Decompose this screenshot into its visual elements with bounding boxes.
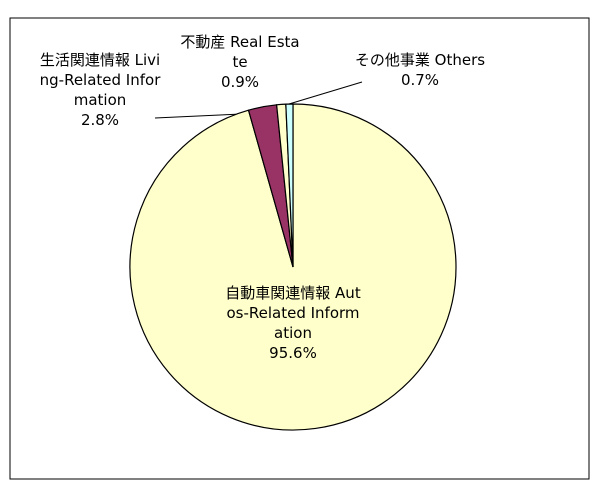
slice-label-box: その他事業 Others 0.7% <box>352 50 488 90</box>
value-label: 0.7% <box>400 71 440 89</box>
category-label: 自動車関連情報 Autos-Related Information <box>225 284 361 342</box>
value-label: 0.9% <box>220 73 260 91</box>
slice-label: その他事業 Others 0.7% <box>352 50 488 90</box>
pie-slice <box>285 103 294 268</box>
slice-label-box: 生活関連情報 Living-Related Information 2.8% <box>38 50 162 130</box>
value-label: 95.6% <box>269 344 317 362</box>
slice-label-box: 不動産 Real Estate 0.9% <box>180 32 300 92</box>
leader-line <box>288 81 363 105</box>
category-label: 生活関連情報 Living-Related Information <box>39 51 161 109</box>
category-label: その他事業 Others <box>354 51 486 69</box>
slice-label: 自動車関連情報 Autos-Related Information 95.6% <box>222 283 364 363</box>
slice-label-box: 自動車関連情報 Autos-Related Information 95.6% <box>222 283 364 363</box>
category-label: 不動産 Real Estate <box>180 33 300 71</box>
slice-label: 生活関連情報 Living-Related Information 2.8% <box>38 50 162 130</box>
slice-label: 不動産 Real Estate 0.9% <box>180 32 300 92</box>
value-label: 2.8% <box>80 111 120 129</box>
